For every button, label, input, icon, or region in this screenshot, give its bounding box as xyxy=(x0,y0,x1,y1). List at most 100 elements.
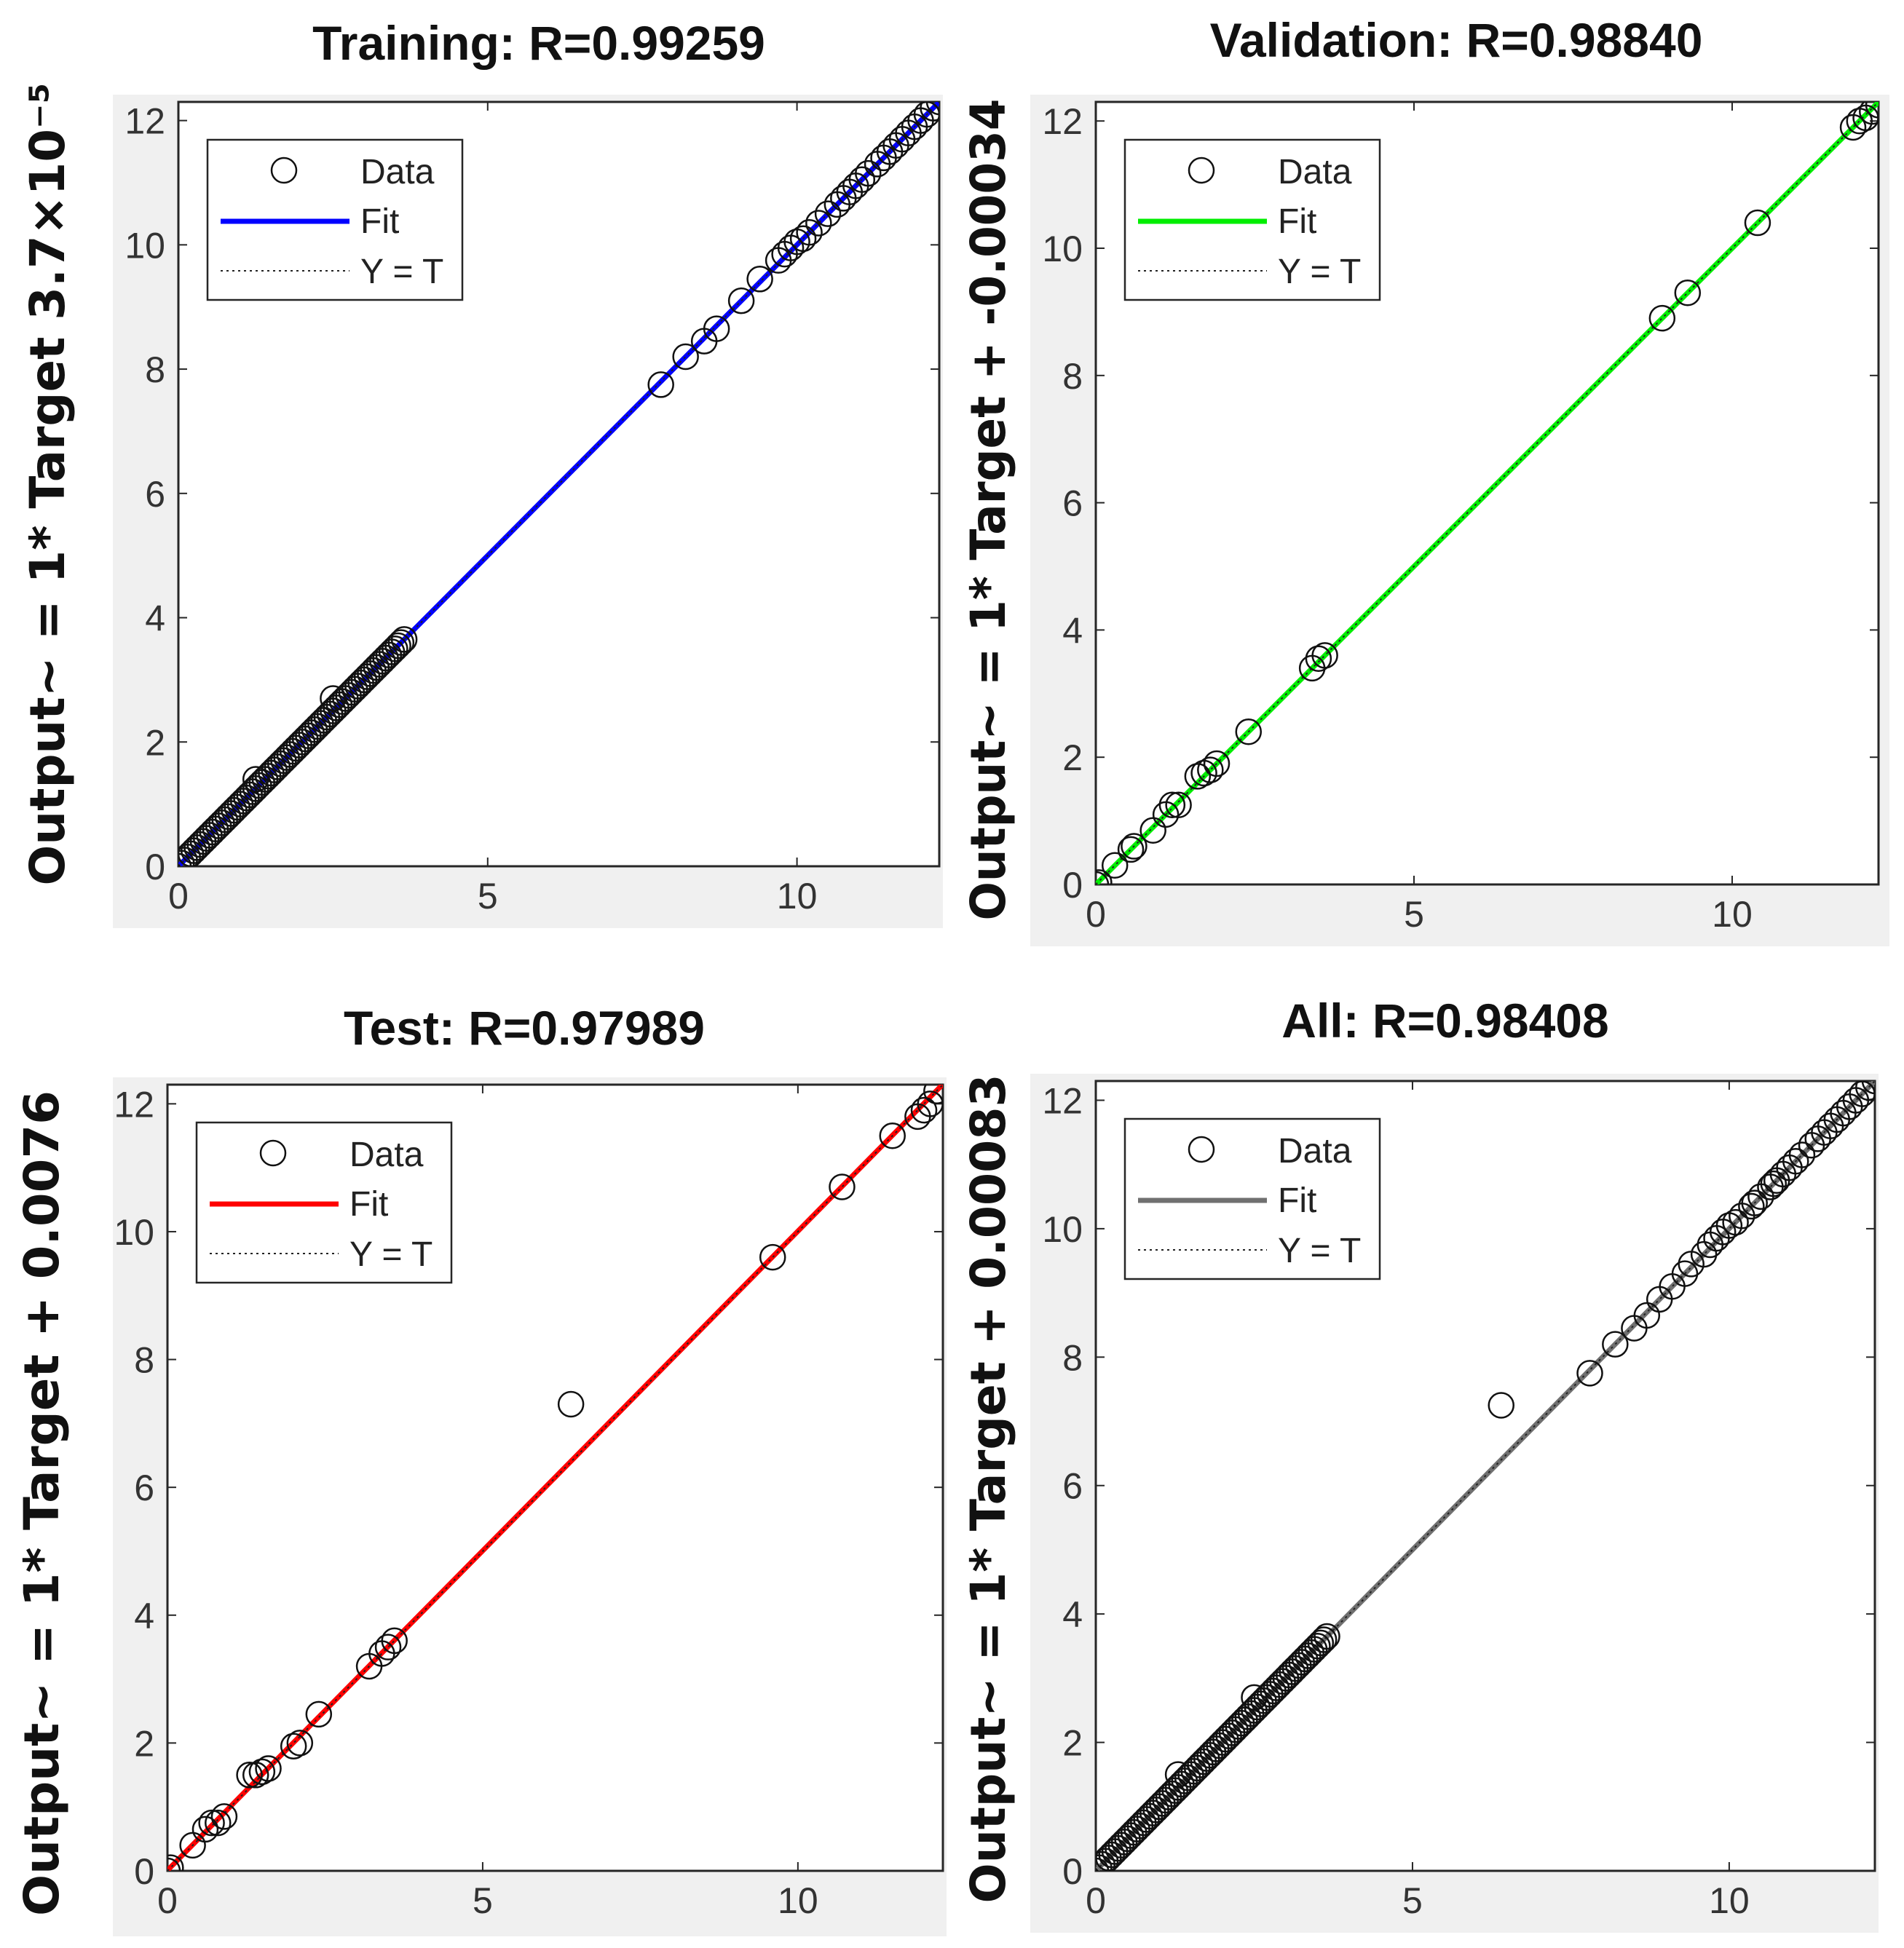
data-point xyxy=(814,200,842,227)
y-equals-t-line xyxy=(1096,102,1879,884)
chart-panel: Test: R=0.97989 Output~ = 1* Target + 0.0… xyxy=(14,1001,947,1936)
y-tick-label: 2 xyxy=(134,1723,154,1764)
data-point xyxy=(1722,1208,1749,1236)
legend-data-marker xyxy=(270,157,298,184)
x-tick-label: 5 xyxy=(478,876,498,916)
data-point xyxy=(848,166,876,193)
y-tick-label: 6 xyxy=(145,474,165,515)
data-point xyxy=(1164,1761,1192,1788)
plot-content xyxy=(167,1085,943,1871)
x-tick-label: 5 xyxy=(1404,894,1424,935)
legend-data-marker xyxy=(1188,157,1215,184)
y-tick-label: 12 xyxy=(125,101,165,142)
data-point xyxy=(879,1122,906,1149)
data-point xyxy=(923,1085,943,1105)
y-tick-label: 0 xyxy=(1062,1851,1083,1892)
legend-label: Y = T xyxy=(1278,1232,1361,1270)
legend-label: Fit xyxy=(1278,1181,1316,1220)
data-point xyxy=(382,635,408,662)
plot-content xyxy=(1096,102,1879,884)
data-point xyxy=(727,287,755,314)
data-point xyxy=(242,766,269,793)
data-point xyxy=(1855,1081,1875,1101)
y-tick-label: 6 xyxy=(1062,483,1083,524)
legend-label: Data xyxy=(360,153,435,191)
x-tick-label: 10 xyxy=(1712,894,1753,935)
y-tick-label: 12 xyxy=(1042,101,1083,142)
y-tick-label: 12 xyxy=(1042,1080,1083,1121)
data-point xyxy=(381,1627,408,1655)
chart-title: Training: R=0.99259 xyxy=(312,16,765,70)
legend: Data Fit Y = T xyxy=(195,1121,453,1284)
y-tick-label: 4 xyxy=(1062,610,1083,651)
y-tick-label: 0 xyxy=(134,1851,154,1892)
data-point xyxy=(1744,209,1771,237)
data-point xyxy=(805,210,832,237)
data-point xyxy=(557,1390,585,1418)
data-point xyxy=(305,1700,333,1728)
data-point xyxy=(1788,1141,1816,1168)
legend-label: Y = T xyxy=(349,1235,432,1274)
data-point xyxy=(1241,1684,1268,1711)
data-point xyxy=(703,315,730,342)
data-point xyxy=(1859,102,1879,125)
data-point xyxy=(1865,102,1879,119)
x-tick-label: 0 xyxy=(1086,1880,1106,1921)
data-point xyxy=(248,1758,276,1786)
y-tick-label: 8 xyxy=(145,349,165,390)
data-point xyxy=(384,632,411,660)
legend-label: Data xyxy=(1278,153,1352,191)
y-tick-label: 4 xyxy=(145,598,165,639)
x-tick-label: 5 xyxy=(473,1880,493,1921)
chart-title: Test: R=0.97989 xyxy=(344,1001,705,1055)
y-tick-label: 4 xyxy=(1062,1594,1083,1635)
data-point xyxy=(759,1243,786,1271)
data-point xyxy=(829,1173,856,1200)
legend-label: Fit xyxy=(349,1185,388,1224)
y-tick-label: 6 xyxy=(134,1468,154,1508)
y-tick-label: 0 xyxy=(1062,865,1083,906)
x-tick-label: 0 xyxy=(157,1880,178,1921)
x-tick-label: 10 xyxy=(777,876,818,916)
data-point xyxy=(320,685,347,712)
x-tick-label: 5 xyxy=(1402,1880,1423,1921)
data-point xyxy=(1121,833,1147,860)
chart-panel: Training: R=0.99259 Output~ = 1* Target 3… xyxy=(20,16,943,928)
legend-label: Data xyxy=(349,1136,424,1174)
data-point xyxy=(191,1816,219,1843)
legend: Data Fit Y = T xyxy=(1123,1117,1381,1280)
plot-content xyxy=(178,102,939,866)
data-point xyxy=(1304,1633,1331,1660)
y-tick-label: 8 xyxy=(134,1340,154,1381)
data-point xyxy=(387,629,415,656)
data-point xyxy=(167,1854,184,1871)
legend-data-marker xyxy=(1188,1136,1215,1163)
data-point xyxy=(672,343,699,371)
data-point xyxy=(910,1096,938,1124)
data-point xyxy=(1235,718,1263,745)
data-point xyxy=(242,1762,269,1789)
data-point xyxy=(1197,756,1224,783)
legend-label: Y = T xyxy=(1278,253,1361,291)
x-tick-label: 0 xyxy=(1086,894,1106,935)
legend-label: Fit xyxy=(1278,202,1316,241)
data-point xyxy=(1760,1170,1788,1197)
data-point xyxy=(1305,645,1332,672)
data-point xyxy=(1741,1189,1768,1216)
data-point xyxy=(1158,791,1186,819)
y-tick-label: 0 xyxy=(145,847,165,887)
data-point xyxy=(1314,1623,1340,1650)
y-axis-label: Output~ = 1* Target + -0.00034 xyxy=(960,99,1016,921)
data-point xyxy=(198,1809,225,1837)
y-tick-label: 2 xyxy=(145,722,165,763)
data-point xyxy=(390,626,418,653)
data-point xyxy=(1674,279,1702,306)
data-point xyxy=(280,1733,307,1760)
y-axis-label: Output~ = 1* Target + 0.0076 xyxy=(14,1090,70,1916)
legend: Data Fit Y = T xyxy=(206,138,464,301)
data-point xyxy=(205,1809,232,1837)
data-point xyxy=(1602,1331,1629,1358)
y-tick-label: 8 xyxy=(1062,1337,1083,1378)
chart-panel: All: R=0.98408 Output~ = 1* Target + 0.00… xyxy=(960,994,1879,1933)
